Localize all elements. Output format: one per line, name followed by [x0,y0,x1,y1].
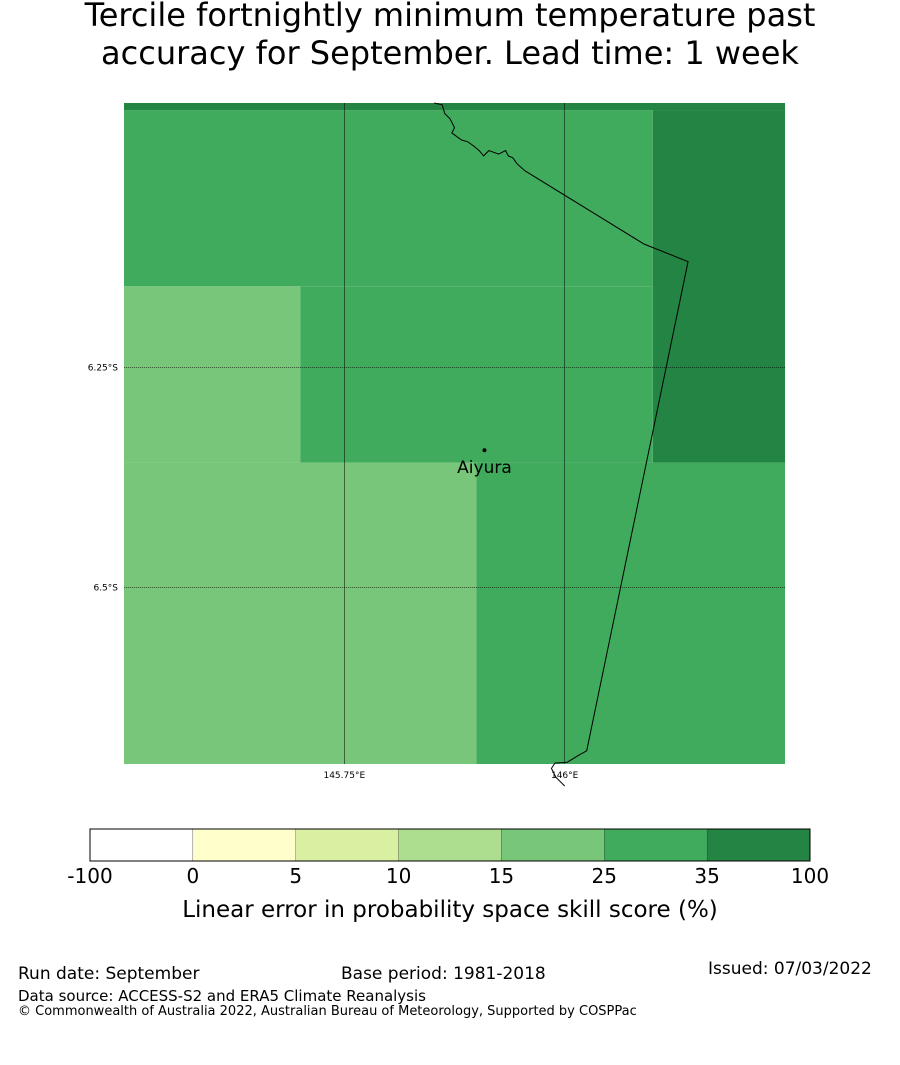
grid-cell-5 [124,462,477,764]
colorbar-swatch-6 [706,828,811,862]
colorbar-tick-label-5: 25 [592,864,617,888]
colorbar-swatch-4 [501,828,605,862]
colorbar-tick-label-3: 10 [386,864,411,888]
grid-cell-2 [652,110,785,463]
title-line-1: Tercile fortnightly minimum temperature … [84,0,816,34]
colorbar-swatch-1 [192,828,296,862]
issued-date: Issued: 07/03/2022 [708,959,872,979]
colorbar-swatch-3 [398,828,502,862]
colorbar-tick-label-7: 100 [791,864,829,888]
province-boundary [434,102,689,787]
copyright: © Commonwealth of Australia 2022, Austra… [18,1004,637,1019]
boundary-layer [434,102,689,787]
grid-cell-6 [476,462,785,764]
lon-tick-label-0: 145.75°E [323,771,365,781]
grid-cells [124,103,785,764]
grid-cell-0 [124,103,785,111]
place-marker-layer: Aiyura [457,448,512,478]
run-date: Run date: September [18,964,200,984]
lat-tick-label-0: 6.25°S [88,363,119,373]
title-line-2: accuracy for September. Lead time: 1 wee… [101,34,799,72]
place-marker [482,448,487,453]
grid-cell-3 [124,286,301,463]
colorbar-tick-label-0: -100 [67,864,112,888]
lat-tick-label-1: 6.5°S [93,584,118,594]
colorbar-label: Linear error in probability space skill … [182,897,718,923]
colorbar-swatch-5 [604,828,708,862]
colorbar: -100 0 5 10 15 25 35 100 Linear error in probabi… [67,828,829,923]
chart-title: Tercile fortnightly minimum temperature … [0,0,900,72]
grid-cell-1 [124,110,653,287]
place-label: Aiyura [457,458,512,478]
colorbar-swatch-2 [295,828,399,862]
data-source: Data source: ACCESS-S2 and ERA5 Climate … [18,987,426,1005]
colorbar-frame [89,828,811,862]
colorbar-tick-label-1: 0 [186,864,199,888]
colorbar-swatch-0 [89,828,194,862]
lon-tick-label-1: 146°E [551,771,579,781]
grid-cell-4 [300,286,653,463]
colorbar-tick-label-2: 5 [289,864,302,888]
map-ticks: 145.75°E 146°E 6.25°S 6.5°S [88,363,579,781]
graticule [124,103,785,764]
colorbar-tick-label-6: 35 [694,864,719,888]
base-period: Base period: 1981-2018 [341,964,546,984]
colorbar-tick-label-4: 15 [489,864,514,888]
